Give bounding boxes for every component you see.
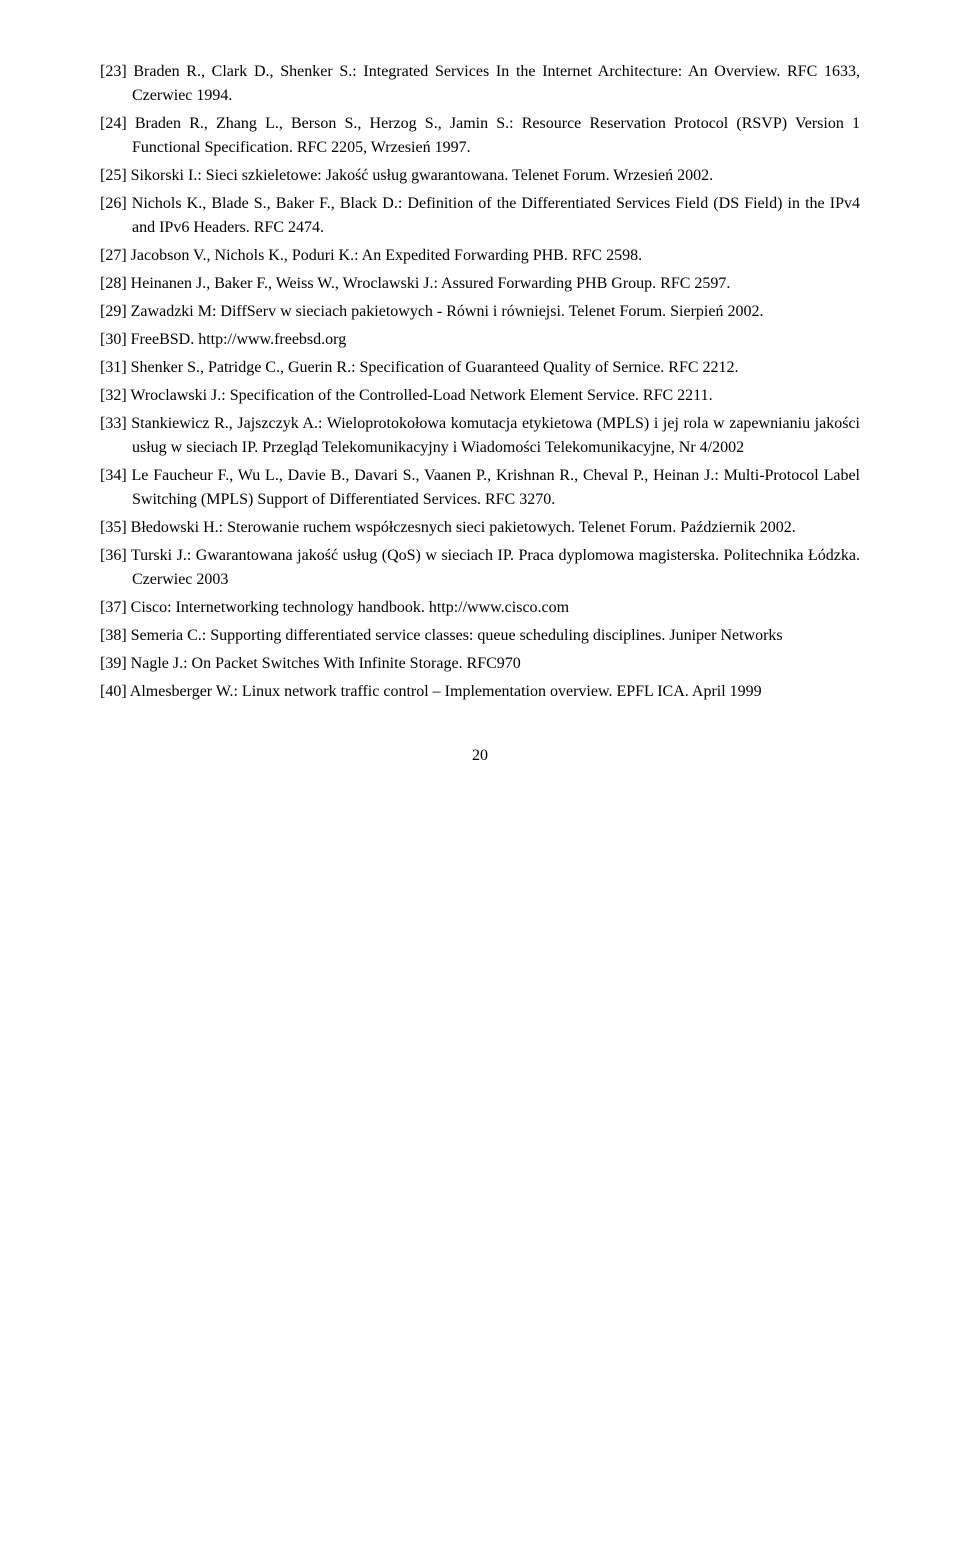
reference-number: [30] xyxy=(100,331,127,348)
reference-text: Turski J.: Gwarantowana jakość usług (Qo… xyxy=(131,547,860,588)
reference-text: Almesberger W.: Linux network traffic co… xyxy=(130,683,762,700)
reference-number: [26] xyxy=(100,195,127,212)
reference-entry: [26] Nichols K., Blade S., Baker F., Bla… xyxy=(100,192,860,240)
reference-number: [33] xyxy=(100,415,127,432)
reference-text: Zawadzki M: DiffServ w sieciach pakietow… xyxy=(131,303,764,320)
reference-text: Braden R., Clark D., Shenker S.: Integra… xyxy=(132,63,860,104)
reference-text: Nichols K., Blade S., Baker F., Black D.… xyxy=(132,195,860,236)
reference-number: [35] xyxy=(100,519,127,536)
reference-text: Jacobson V., Nichols K., Poduri K.: An E… xyxy=(131,247,642,264)
reference-entry: [24] Braden R., Zhang L., Berson S., Her… xyxy=(100,112,860,160)
reference-entry: [25] Sikorski I.: Sieci szkieletowe: Jak… xyxy=(100,164,860,188)
reference-number: [23] xyxy=(100,63,127,80)
reference-text: Le Faucheur F., Wu L., Davie B., Davari … xyxy=(132,467,861,508)
reference-number: [36] xyxy=(100,547,127,564)
reference-text: Wroclawski J.: Specification of the Cont… xyxy=(130,387,712,404)
reference-entry: [36] Turski J.: Gwarantowana jakość usłu… xyxy=(100,544,860,592)
reference-text: Semeria C.: Supporting differentiated se… xyxy=(131,627,783,644)
reference-text: FreeBSD. http://www.freebsd.org xyxy=(131,331,347,348)
reference-entry: [23] Braden R., Clark D., Shenker S.: In… xyxy=(100,60,860,108)
reference-entry: [38] Semeria C.: Supporting differentiat… xyxy=(100,624,860,648)
reference-number: [40] xyxy=(100,683,127,700)
page-number: 20 xyxy=(100,744,860,768)
reference-entry: [32] Wroclawski J.: Specification of the… xyxy=(100,384,860,408)
reference-number: [28] xyxy=(100,275,127,292)
reference-entry: [27] Jacobson V., Nichols K., Poduri K.:… xyxy=(100,244,860,268)
reference-number: [39] xyxy=(100,655,127,672)
reference-number: [34] xyxy=(100,467,127,484)
reference-number: [38] xyxy=(100,627,127,644)
reference-text: Heinanen J., Baker F., Weiss W., Wroclaw… xyxy=(131,275,731,292)
reference-text: Nagle J.: On Packet Switches With Infini… xyxy=(131,655,521,672)
reference-entry: [30] FreeBSD. http://www.freebsd.org xyxy=(100,328,860,352)
reference-entry: [28] Heinanen J., Baker F., Weiss W., Wr… xyxy=(100,272,860,296)
reference-entry: [40] Almesberger W.: Linux network traff… xyxy=(100,680,860,704)
reference-number: [24] xyxy=(100,115,127,132)
reference-number: [29] xyxy=(100,303,127,320)
reference-text: Błedowski H.: Sterowanie ruchem współcze… xyxy=(131,519,796,536)
reference-entry: [31] Shenker S., Patridge C., Guerin R.:… xyxy=(100,356,860,380)
reference-entry: [29] Zawadzki M: DiffServ w sieciach pak… xyxy=(100,300,860,324)
reference-entry: [34] Le Faucheur F., Wu L., Davie B., Da… xyxy=(100,464,860,512)
reference-number: [32] xyxy=(100,387,127,404)
reference-text: Shenker S., Patridge C., Guerin R.: Spec… xyxy=(131,359,739,376)
reference-text: Stankiewicz R., Jajszczyk A.: Wieloproto… xyxy=(131,415,860,456)
reference-number: [37] xyxy=(100,599,127,616)
reference-entry: [33] Stankiewicz R., Jajszczyk A.: Wielo… xyxy=(100,412,860,460)
reference-text: Sikorski I.: Sieci szkieletowe: Jakość u… xyxy=(131,167,713,184)
reference-entry: [35] Błedowski H.: Sterowanie ruchem wsp… xyxy=(100,516,860,540)
reference-entry: [37] Cisco: Internetworking technology h… xyxy=(100,596,860,620)
references-list: [23] Braden R., Clark D., Shenker S.: In… xyxy=(100,60,860,704)
reference-entry: [39] Nagle J.: On Packet Switches With I… xyxy=(100,652,860,676)
reference-number: [25] xyxy=(100,167,127,184)
reference-text: Braden R., Zhang L., Berson S., Herzog S… xyxy=(132,115,860,156)
reference-text: Cisco: Internetworking technology handbo… xyxy=(131,599,569,616)
reference-number: [31] xyxy=(100,359,127,376)
reference-number: [27] xyxy=(100,247,127,264)
